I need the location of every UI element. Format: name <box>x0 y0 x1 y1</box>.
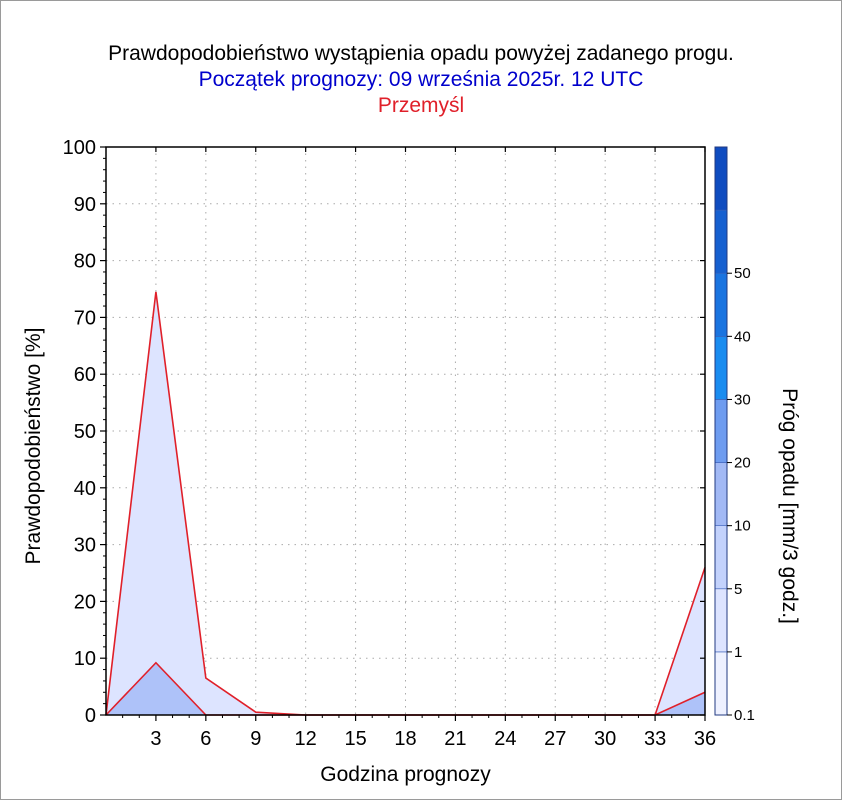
x-tick-label: 12 <box>295 728 317 750</box>
x-tick-label: 9 <box>250 728 261 750</box>
x-axis-label: Godzina prognozy <box>320 763 491 786</box>
colorbar-border <box>714 146 728 716</box>
y-axis-label: Prawdopodobieństwo [%] <box>22 328 45 565</box>
colorbar-tick-label: 5 <box>734 581 742 598</box>
x-tick-label: 21 <box>444 728 466 750</box>
colorbar-band <box>714 336 728 400</box>
x-tick-label: 36 <box>694 728 716 750</box>
threshold-colorbar: 0.1 1 5 10 20 30 40 50 <box>714 146 755 724</box>
x-tick-label: 18 <box>394 728 416 750</box>
x-tick-label: 6 <box>200 728 211 750</box>
y-tick-label: 70 <box>74 307 96 329</box>
y-tick-label: 90 <box>74 194 96 216</box>
colorbar-tick-label: 20 <box>734 455 751 472</box>
x-tick-label: 27 <box>544 728 566 750</box>
colorbar-band <box>714 272 728 337</box>
y-tick-label: 100 <box>63 137 96 159</box>
location-subtitle: Przemyśl <box>377 94 465 117</box>
colorbar-band <box>714 588 728 653</box>
y-tick-label: 50 <box>74 421 96 443</box>
colorbar-tick-label: 30 <box>734 391 751 408</box>
area-threshold-1 <box>106 662 705 715</box>
colorbar-band <box>714 462 728 526</box>
y-tick-label: 0 <box>85 705 96 727</box>
x-tick-label: 30 <box>594 728 616 750</box>
colorbar-tick-label: 40 <box>734 328 751 345</box>
x-tick-label: 24 <box>494 728 516 750</box>
colorbar-band <box>714 651 728 716</box>
colorbar-tick-label: 1 <box>734 644 742 661</box>
colorbar-band <box>714 209 728 274</box>
colorbar-band <box>714 399 728 463</box>
y-tick-label: 20 <box>74 591 96 613</box>
colorbar-band <box>714 146 728 211</box>
y-tick-label: 10 <box>74 648 96 670</box>
y-tick-label: 60 <box>74 364 96 386</box>
colorbar-band <box>714 525 728 590</box>
x-tick-label: 33 <box>644 728 666 750</box>
x-tick-label: 15 <box>344 728 366 750</box>
colorbar-label: Próg opadu [mm/3 godz.] <box>778 388 801 624</box>
colorbar-tick-label: 10 <box>734 518 751 535</box>
colorbar-tick-label: 50 <box>734 265 751 282</box>
y-tick-label: 30 <box>74 535 96 557</box>
y-tick-label: 80 <box>74 251 96 273</box>
y-tick-label: 40 <box>74 478 96 500</box>
chart-title: Prawdopodobieństwo wystąpienia opadu pow… <box>108 42 734 65</box>
x-tick-label: 3 <box>150 728 161 750</box>
forecast-start-subtitle: Początek prognozy: 09 września 2025r. 12… <box>198 68 644 91</box>
colorbar-tick-label: 0.1 <box>734 707 755 724</box>
